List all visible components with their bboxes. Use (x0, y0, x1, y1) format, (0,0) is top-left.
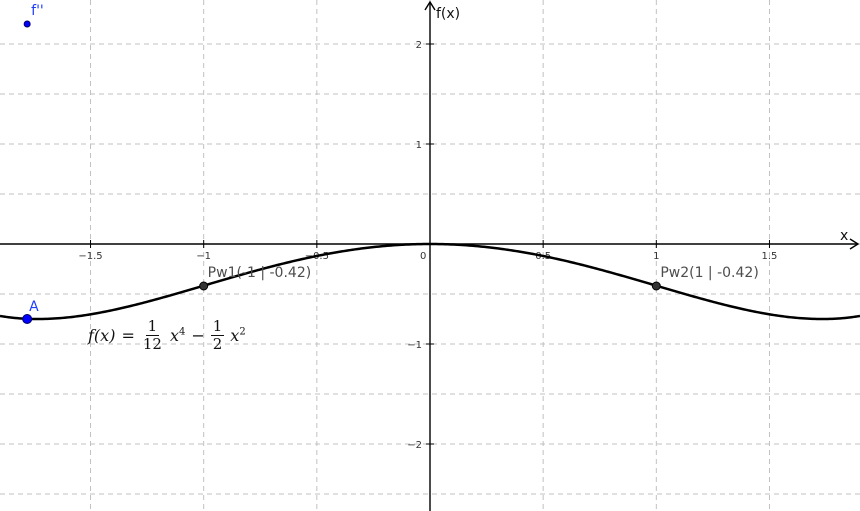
fraction-2-numerator: 1 (210, 317, 225, 336)
point-marker[interactable] (23, 20, 31, 28)
y-axis-title: f(x) (436, 6, 460, 22)
point-label: A (29, 299, 39, 315)
x-axis-arrow (849, 238, 860, 250)
formula-fraction-1: 1 12 (141, 318, 164, 352)
x-tick-label: −1.5 (78, 251, 102, 262)
term-1-exponent: 4 (178, 326, 186, 338)
function-formula: f(x) = 1 12 x4 − 1 2 x2 (88, 318, 246, 352)
point-marker[interactable] (22, 314, 33, 324)
points[interactable]: Pw1(-1 | -0.42) Pw2(1 | -0.42) Af'' (22, 3, 759, 324)
point-label: f'' (31, 3, 44, 19)
x-tick-label: 1 (653, 251, 659, 262)
y-tick-label: 2 (416, 40, 422, 51)
tick-labels: −1.5 −1 −0.5 0 0.5 1 1.521−1−2 (78, 40, 777, 451)
y-tick-label: −2 (407, 440, 422, 451)
formula-term-2: x2 (230, 326, 245, 345)
curves[interactable] (0, 242, 860, 321)
point-marker[interactable] (199, 281, 209, 291)
x-tick-label: 1.5 (762, 251, 778, 262)
term-2-exponent: 2 (239, 326, 246, 338)
y-tick-label: −1 (407, 340, 422, 351)
x-tick-label: −1 (196, 251, 211, 262)
point-marker[interactable] (651, 281, 661, 291)
fraction-2-denominator: 2 (212, 334, 223, 353)
term-2-variable: x (230, 325, 240, 345)
y-axis-arrow (424, 0, 436, 11)
fraction-1-denominator: 12 (142, 334, 162, 353)
formula-lhs: f(x) (88, 325, 116, 345)
x-axis-title: x (840, 228, 848, 244)
formula-fraction-2: 1 2 (210, 317, 225, 353)
point-label: Pw1(-1 | -0.42) (208, 265, 312, 281)
y-tick-label: 1 (416, 140, 422, 151)
x-tick-label: 0 (420, 251, 426, 262)
point-label: Pw2(1 | -0.42) (660, 265, 758, 281)
formula-minus: − (191, 325, 205, 345)
term-1-variable: x (169, 325, 179, 345)
fraction-1-numerator: 1 (145, 317, 160, 336)
function-curve[interactable] (0, 242, 860, 321)
formula-equals: = (121, 325, 135, 345)
formula-term-1: x4 (170, 326, 185, 345)
